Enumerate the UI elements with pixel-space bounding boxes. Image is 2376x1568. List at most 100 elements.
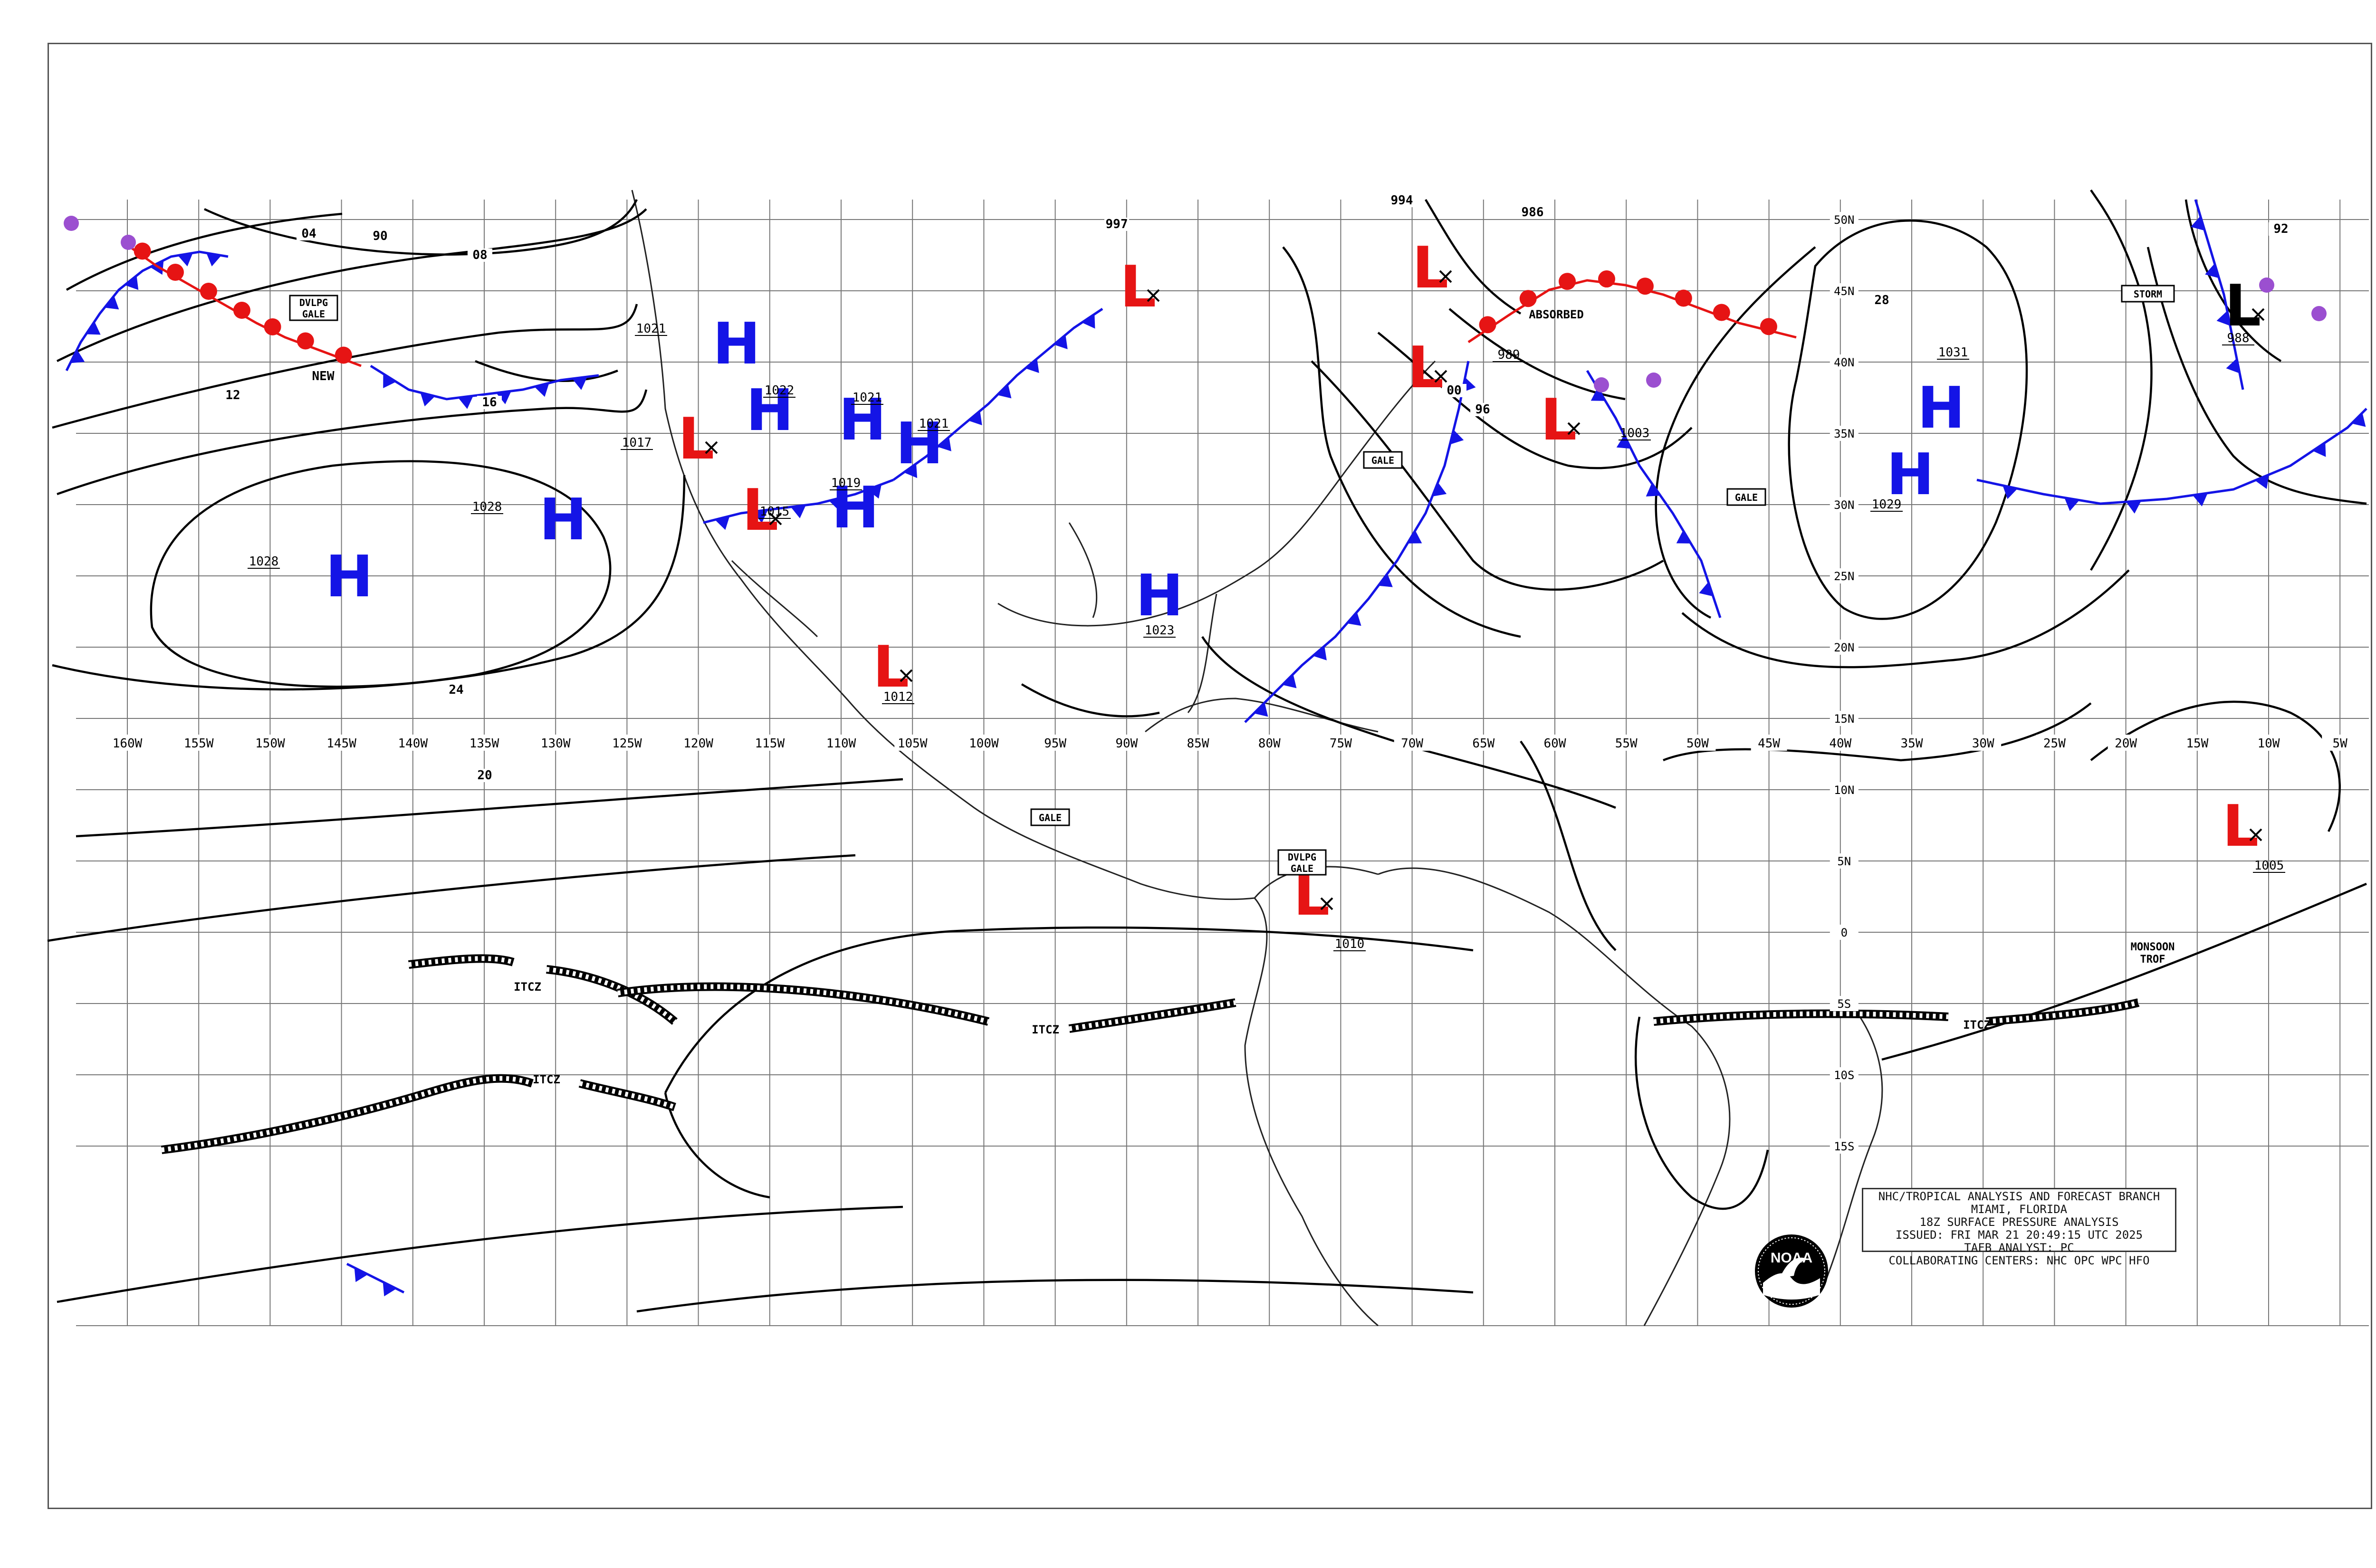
warning-box xyxy=(289,295,338,321)
cold-front-triangle xyxy=(383,1281,397,1297)
high-pressure-marker: H xyxy=(1887,442,1934,508)
cold-front-triangle xyxy=(1646,483,1661,497)
cold-front xyxy=(1976,408,2367,505)
isobar-label: 16 xyxy=(482,395,497,410)
cold-front-triangle xyxy=(937,437,951,451)
cold-front-triangle xyxy=(354,1267,368,1282)
longitude-label: 60W xyxy=(1544,736,1566,751)
cold-front-triangle xyxy=(2226,358,2240,373)
warning-box xyxy=(1277,849,1327,876)
warning-box-text: STORM xyxy=(2134,288,2162,300)
monsoon-trough-label: MONSOON xyxy=(2131,941,2175,953)
longitude-label-bg xyxy=(1037,735,1073,751)
low-center-x-icon xyxy=(1320,897,1333,910)
latitude-label-bg xyxy=(1830,568,1859,583)
longitude-label: 120W xyxy=(683,736,713,751)
coastline xyxy=(1244,898,1379,1327)
cold-front-triangle xyxy=(791,505,806,518)
latitude-label: 35N xyxy=(1834,427,1854,440)
warm-front-bump xyxy=(233,302,250,319)
high-pressure-value: 1031 xyxy=(1938,345,1968,360)
latitude-label-bg xyxy=(1830,996,1859,1011)
warm-front-bump xyxy=(335,346,352,364)
fronts xyxy=(64,199,2367,1297)
warning-box xyxy=(1363,451,1403,469)
warm-front-bump xyxy=(1479,316,1496,334)
latitude-label: 20N xyxy=(1834,641,1854,654)
warm-front-bump xyxy=(166,264,184,281)
cold-front-triangle xyxy=(1590,388,1606,401)
isobar xyxy=(66,212,343,291)
isobar-label: 986 xyxy=(1522,205,1544,220)
isobar xyxy=(1663,702,2092,762)
longitude-label: 125W xyxy=(612,736,642,751)
occluded-front-bump xyxy=(2259,277,2274,293)
longitude-label-bg xyxy=(2108,735,2144,751)
warm-front-bump xyxy=(200,283,217,300)
latitude-label: 5S xyxy=(1837,997,1851,1011)
isobar xyxy=(2090,700,2341,832)
low-center-x-icon xyxy=(900,669,913,682)
itcz-label: ITCZ xyxy=(1032,1023,1059,1036)
latitude-label: 10S xyxy=(1834,1069,1854,1082)
coastline xyxy=(1824,1007,1883,1283)
cold-front-triangle xyxy=(1450,430,1464,445)
latitude-label-bg xyxy=(1830,426,1859,441)
low-pressure-value: 1003 xyxy=(1620,426,1650,440)
longitude-label-bg xyxy=(1322,735,1359,751)
cold-front-triangle xyxy=(1432,482,1447,497)
longitude-label: 140W xyxy=(398,736,428,751)
issuance-info-box: NHC/TROPICAL ANALYSIS AND FORECAST BRANC… xyxy=(1862,1188,2176,1267)
isobar-label: 12 xyxy=(225,388,240,402)
cold-front-triangle xyxy=(2064,497,2079,511)
cold-front-triangle xyxy=(1025,358,1039,373)
isobar xyxy=(475,360,618,382)
warning-box-text: GALE xyxy=(1291,863,1313,874)
longitude-label-bg xyxy=(394,735,431,751)
longitude-label-bg xyxy=(1108,735,1145,751)
isobar-label: 24 xyxy=(449,683,463,697)
low-pressure-value: 1005 xyxy=(2254,859,2284,873)
warm-front-bump xyxy=(1559,273,1576,290)
high-pressure-marker: H xyxy=(832,475,879,541)
isobar-label-bg xyxy=(472,769,497,782)
isobar xyxy=(1788,220,2028,620)
high-pressure-value: 1022 xyxy=(765,383,795,398)
occluded-front-bump xyxy=(2311,306,2327,321)
cold-front-triangle xyxy=(70,349,85,363)
latitude-label-bg xyxy=(1830,1138,1859,1154)
longitude-label: 95W xyxy=(1044,736,1066,751)
noaa-logo-icon: NOAA xyxy=(1755,1234,1828,1308)
isobar xyxy=(1655,246,1816,619)
high-pressure-marker: H xyxy=(1136,563,1183,629)
longitude-label-bg xyxy=(2179,735,2215,751)
longitude-label: 145W xyxy=(326,736,356,751)
isobar-label: 28 xyxy=(1874,293,1889,307)
isobar-label-bg xyxy=(477,396,502,409)
isobar-label-bg xyxy=(368,229,393,243)
longitude-label-bg xyxy=(1465,735,1502,751)
info-line: ISSUED: FRI MAR 21 20:49:15 UTC 2025 xyxy=(1895,1228,2143,1242)
cold-front-triangle xyxy=(2255,474,2269,489)
low-pressure-marker: L xyxy=(742,478,778,544)
isobar-label: 92 xyxy=(2273,222,2288,236)
longitude-label: 40W xyxy=(1829,736,1851,751)
isobar xyxy=(2090,189,2153,571)
cold-front xyxy=(1244,361,1470,723)
info-line: MIAMI, FLORIDA xyxy=(1971,1203,2068,1216)
high-pressure-marker: H xyxy=(1917,375,1965,441)
cold-front-triangle xyxy=(1254,702,1268,717)
coastlines xyxy=(631,190,1883,1327)
info-line: COLLABORATING CENTERS: NHC OPC WPC HFO xyxy=(1888,1254,2150,1267)
latitude-label-bg xyxy=(1830,354,1859,370)
longitude-label-bg xyxy=(1608,735,1645,751)
cold-front-triangle xyxy=(2205,263,2219,278)
longitude-label: 85W xyxy=(1187,736,1209,751)
itcz-hatch xyxy=(1986,1000,2139,1024)
low-center-x-icon xyxy=(1434,370,1447,383)
cold-front-triangle xyxy=(125,276,139,290)
annotation-label: ABSORBED xyxy=(1529,308,1584,321)
isobar xyxy=(76,778,903,838)
